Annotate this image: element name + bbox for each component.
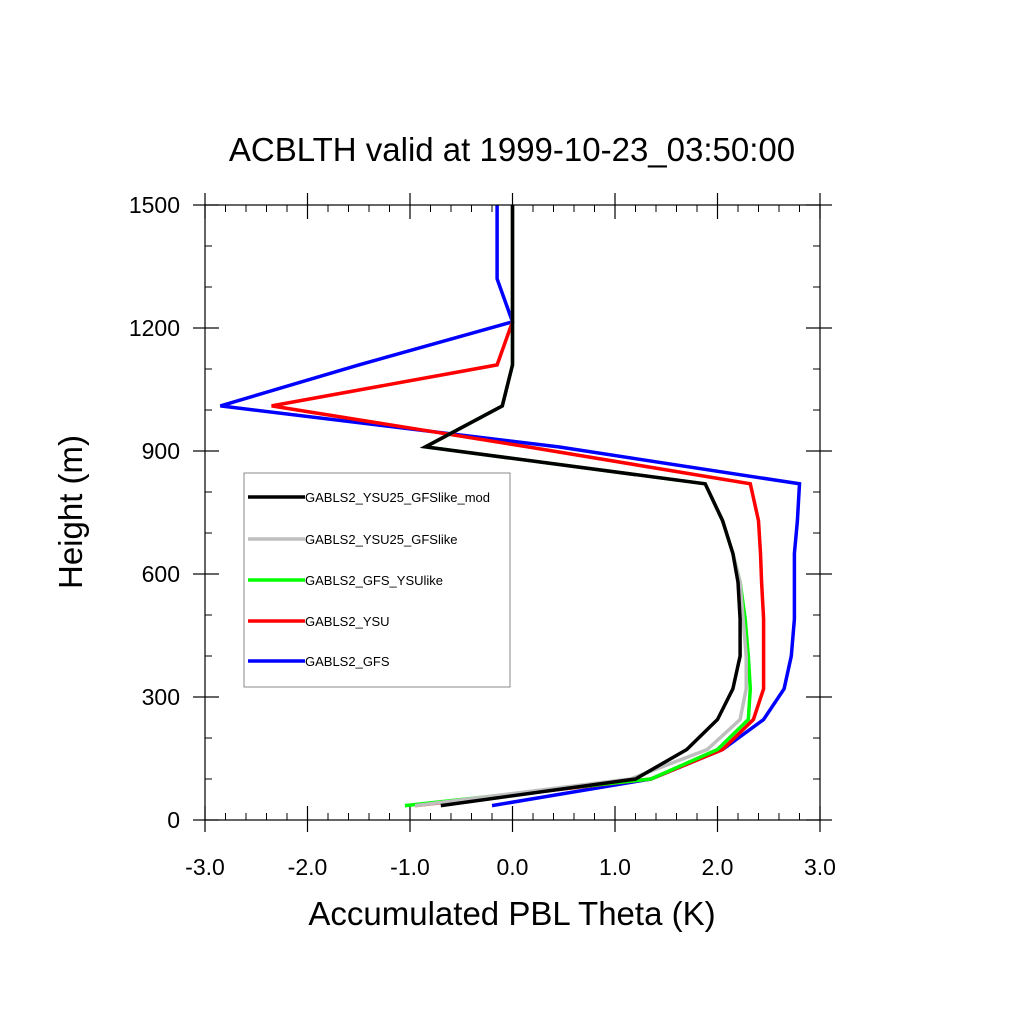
legend-label: GABLS2_YSU25_GFSlike (305, 532, 457, 547)
x-tick-label: 1.0 (599, 854, 631, 880)
x-tick-label: -2.0 (288, 854, 328, 880)
y-tick-label: 0 (167, 807, 180, 833)
legend-label: GABLS2_YSU (305, 614, 390, 629)
y-tick-label: 900 (142, 438, 180, 464)
x-tick-label: 0.0 (497, 854, 529, 880)
legend-label: GABLS2_GFS (305, 654, 390, 669)
legend: GABLS2_YSU25_GFSlike_mod GABLS2_YSU25_GFS… (243, 472, 511, 688)
x-tick-label: -1.0 (390, 854, 430, 880)
legend-label: GABLS2_GFS_YSUlike (305, 573, 443, 588)
y-tick-label: 1200 (129, 315, 180, 341)
y-tick-label: 600 (142, 561, 180, 587)
legend-label: GABLS2_YSU25_GFSlike_mod (305, 490, 490, 505)
plot-frame (204, 204, 821, 821)
series-line-gabls2-ysu (271, 205, 766, 808)
series-line-gabls2-gfs (219, 205, 802, 808)
y-tick-label: 300 (142, 684, 180, 710)
x-tick-label: -3.0 (185, 854, 225, 880)
y-axis-label: Height (m) (52, 435, 89, 589)
chart-title: ACBLTH valid at 1999-10-23_03:50:00 (229, 131, 795, 168)
series-line-gabls2-ysu25-gfslike-mod (419, 205, 742, 808)
y-tick-label: 1500 (129, 192, 180, 218)
series-layer (219, 205, 802, 808)
x-axis-label: Accumulated PBL Theta (K) (308, 895, 715, 932)
x-tick-label: 3.0 (804, 854, 836, 880)
x-tick-label: 2.0 (702, 854, 734, 880)
tick-labels: -3.0 -2.0 -1.0 0.0 1.0 2.0 3.0 0 300 600 900 1200 15… (129, 192, 836, 880)
